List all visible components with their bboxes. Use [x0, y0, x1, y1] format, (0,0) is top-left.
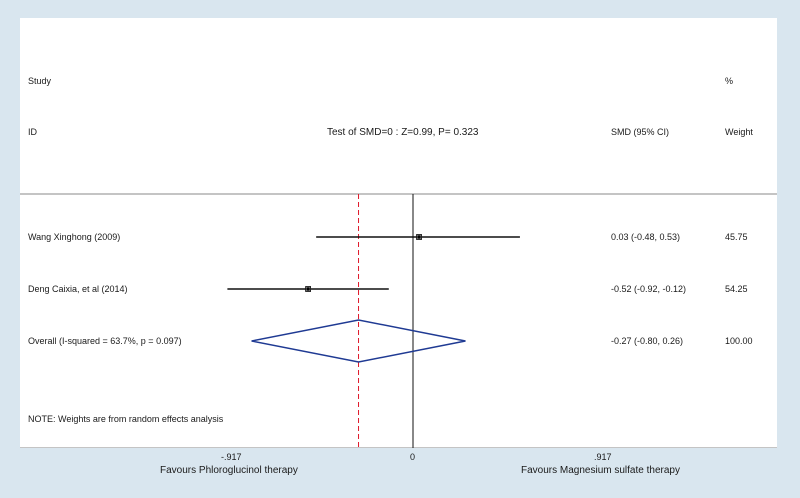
overall-weight: 100.00 — [725, 336, 753, 346]
header-weight: Weight — [725, 127, 753, 137]
favours-left-label: Favours Phloroglucinol therapy — [160, 465, 298, 476]
overall-name: Overall (I-squared = 63.7%, p = 0.097) — [28, 336, 182, 346]
study-ci-text: -0.52 (-0.92, -0.12) — [611, 284, 687, 294]
header-effect: SMD (95% CI) — [611, 127, 670, 137]
study-weight: 45.75 — [725, 232, 748, 242]
x-tick-label: -.917 — [221, 452, 242, 462]
header-percent: % — [725, 76, 734, 86]
header-study: Study — [28, 76, 52, 86]
plot-frame: Study ID Test of SMD=0 : Z=0.99, P= 0.32… — [20, 18, 777, 448]
x-tick-label: 0 — [410, 452, 416, 462]
study-ci-text: 0.03 (-0.48, 0.53) — [611, 232, 681, 242]
study-name: Deng Caixia, et al (2014) — [28, 284, 128, 294]
overall-diamond — [251, 319, 466, 363]
study-point-center — [306, 287, 310, 291]
weights-note: NOTE: Weights are from random effects an… — [28, 414, 224, 424]
study-weight: 54.25 — [725, 284, 748, 294]
favours-right-label: Favours Magnesium sulfate therapy — [521, 465, 680, 476]
header-id: ID — [28, 127, 37, 137]
overall-ci-text: -0.27 (-0.80, 0.26) — [611, 336, 684, 346]
forest-plot — [20, 193, 777, 448]
study-name: Wang Xinghong (2009) — [28, 232, 121, 242]
study-point-center — [417, 235, 421, 239]
x-tick-label: .917 — [594, 452, 612, 462]
header-test: Test of SMD=0 : Z=0.99, P= 0.323 — [327, 127, 479, 138]
